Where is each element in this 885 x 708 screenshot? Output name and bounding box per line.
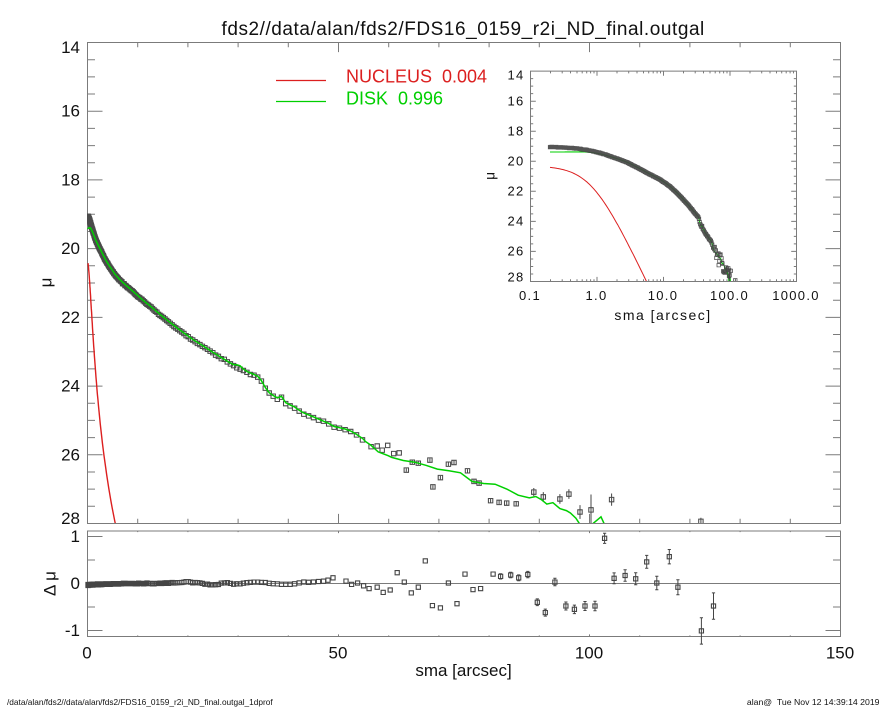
svg-text:-1: -1 xyxy=(65,621,80,640)
svg-text:28: 28 xyxy=(61,509,80,528)
svg-text:DISK 0.996: DISK 0.996 xyxy=(346,89,443,109)
svg-text:sma [arcsec]: sma [arcsec] xyxy=(614,307,711,323)
svg-text:100.0: 100.0 xyxy=(710,288,749,303)
svg-text:alan@ Tue Nov 12 14:39:14 201: alan@ Tue Nov 12 14:39:14 2019 xyxy=(747,697,880,707)
svg-text:100: 100 xyxy=(575,644,603,663)
svg-text:1: 1 xyxy=(71,527,80,546)
svg-text:sma [arcsec]: sma [arcsec] xyxy=(415,661,511,680)
svg-text:14: 14 xyxy=(61,38,80,57)
svg-text:24: 24 xyxy=(61,377,80,396)
svg-text:20: 20 xyxy=(61,239,80,258)
svg-text:14: 14 xyxy=(507,68,524,83)
svg-text:16: 16 xyxy=(61,102,80,121)
svg-text:10.0: 10.0 xyxy=(648,288,679,303)
svg-text:28: 28 xyxy=(507,270,524,285)
svg-text:0: 0 xyxy=(71,574,80,593)
svg-text:/data/alan/fds2//data/alan/fds: /data/alan/fds2//data/alan/fds2/FDS16_01… xyxy=(7,697,273,707)
svg-text:fds2//data/alan/fds2/FDS16_015: fds2//data/alan/fds2/FDS16_0159_r2i_ND_f… xyxy=(222,19,705,40)
svg-text:0: 0 xyxy=(82,644,91,663)
svg-text:20: 20 xyxy=(507,154,524,169)
svg-text:18: 18 xyxy=(61,170,80,189)
svg-text:50: 50 xyxy=(329,644,348,663)
svg-text:1000.0: 1000.0 xyxy=(772,288,820,303)
svg-text:Δ μ: Δ μ xyxy=(41,571,60,596)
svg-text:μ: μ xyxy=(37,278,56,288)
svg-text:26: 26 xyxy=(61,445,80,464)
svg-text:16: 16 xyxy=(507,93,524,108)
svg-text:150: 150 xyxy=(826,644,854,663)
svg-text:22: 22 xyxy=(61,308,80,327)
svg-text:18: 18 xyxy=(507,124,524,139)
svg-text:24: 24 xyxy=(507,214,524,229)
svg-text:22: 22 xyxy=(507,184,524,199)
svg-text:μ: μ xyxy=(483,172,498,180)
svg-text:26: 26 xyxy=(507,244,524,259)
svg-text:NUCLEUS 0.004: NUCLEUS 0.004 xyxy=(346,67,487,87)
svg-text:1.0: 1.0 xyxy=(586,288,608,303)
svg-text:0.1: 0.1 xyxy=(519,288,541,303)
